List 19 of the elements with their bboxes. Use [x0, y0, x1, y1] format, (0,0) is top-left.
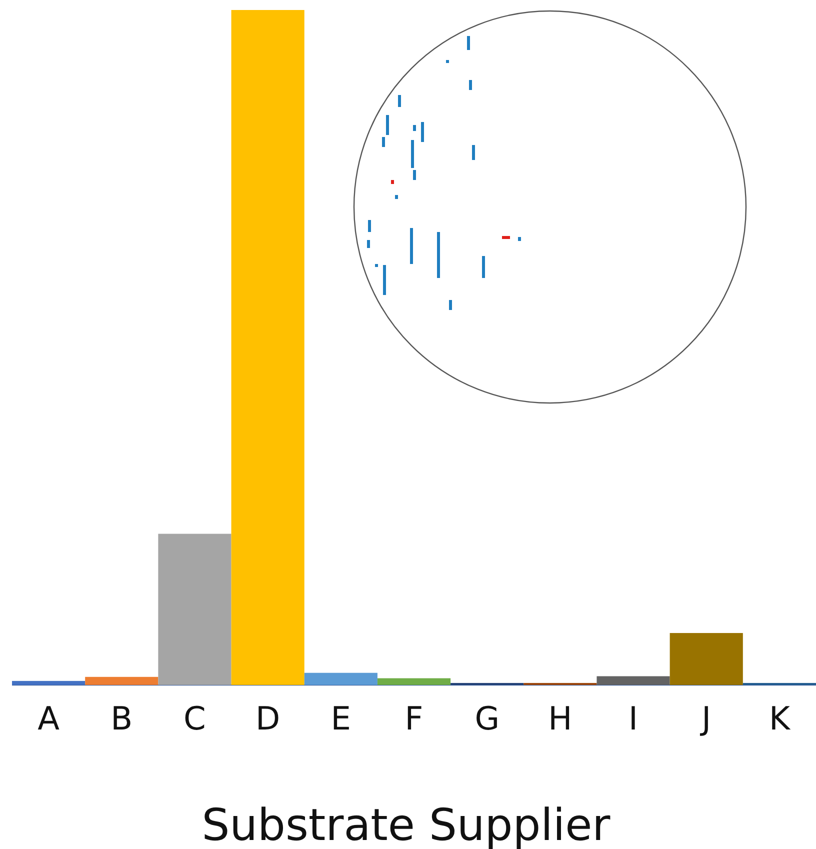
- x-tick-label: A: [38, 700, 60, 738]
- bar: [377, 678, 451, 685]
- x-tick-label: D: [256, 700, 280, 738]
- x-tick-label: J: [700, 700, 712, 738]
- bar: [231, 10, 304, 685]
- bar: [670, 633, 743, 685]
- x-tick-label: F: [404, 700, 424, 738]
- x-tick-label: B: [110, 700, 133, 738]
- bar: [158, 534, 232, 685]
- x-tick-label: C: [184, 700, 206, 738]
- bar: [304, 672, 378, 685]
- x-tick-label: G: [474, 700, 500, 738]
- x-tick-label: K: [768, 700, 791, 738]
- bar: [12, 680, 86, 685]
- x-tick-label: I: [628, 700, 638, 738]
- x-tick-label: E: [330, 700, 352, 738]
- bar: [596, 676, 670, 685]
- bar: [85, 676, 158, 685]
- x-tick-label: H: [548, 700, 572, 738]
